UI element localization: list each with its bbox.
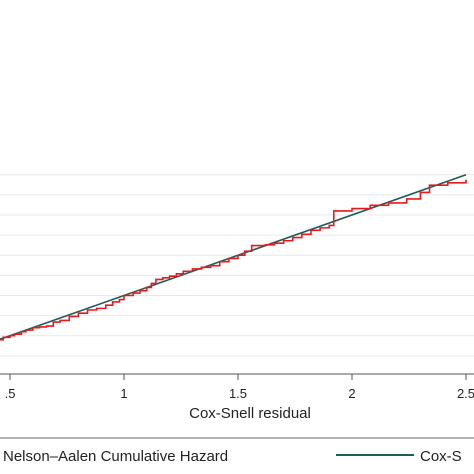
series-group — [0, 173, 467, 341]
legend: Nelson–Aalen Cumulative Hazard Cox-S — [0, 437, 474, 474]
x-ticks: .5 1 1.5 2 2.5 — [5, 374, 474, 401]
x-tick-label: 2 — [348, 386, 355, 401]
x-tick-label: 1 — [120, 386, 127, 401]
x-axis-title: Cox-Snell residual — [189, 405, 311, 422]
legend-label-reference: Cox-S — [420, 448, 462, 465]
x-tick-label: .5 — [5, 386, 16, 401]
x-tick-label: 2.5 — [457, 386, 474, 401]
legend-label-nelson-aalen: Nelson–Aalen Cumulative Hazard — [3, 448, 228, 465]
series-line-nelson-aalen — [0, 179, 467, 341]
x-tick-label: 1.5 — [229, 386, 247, 401]
